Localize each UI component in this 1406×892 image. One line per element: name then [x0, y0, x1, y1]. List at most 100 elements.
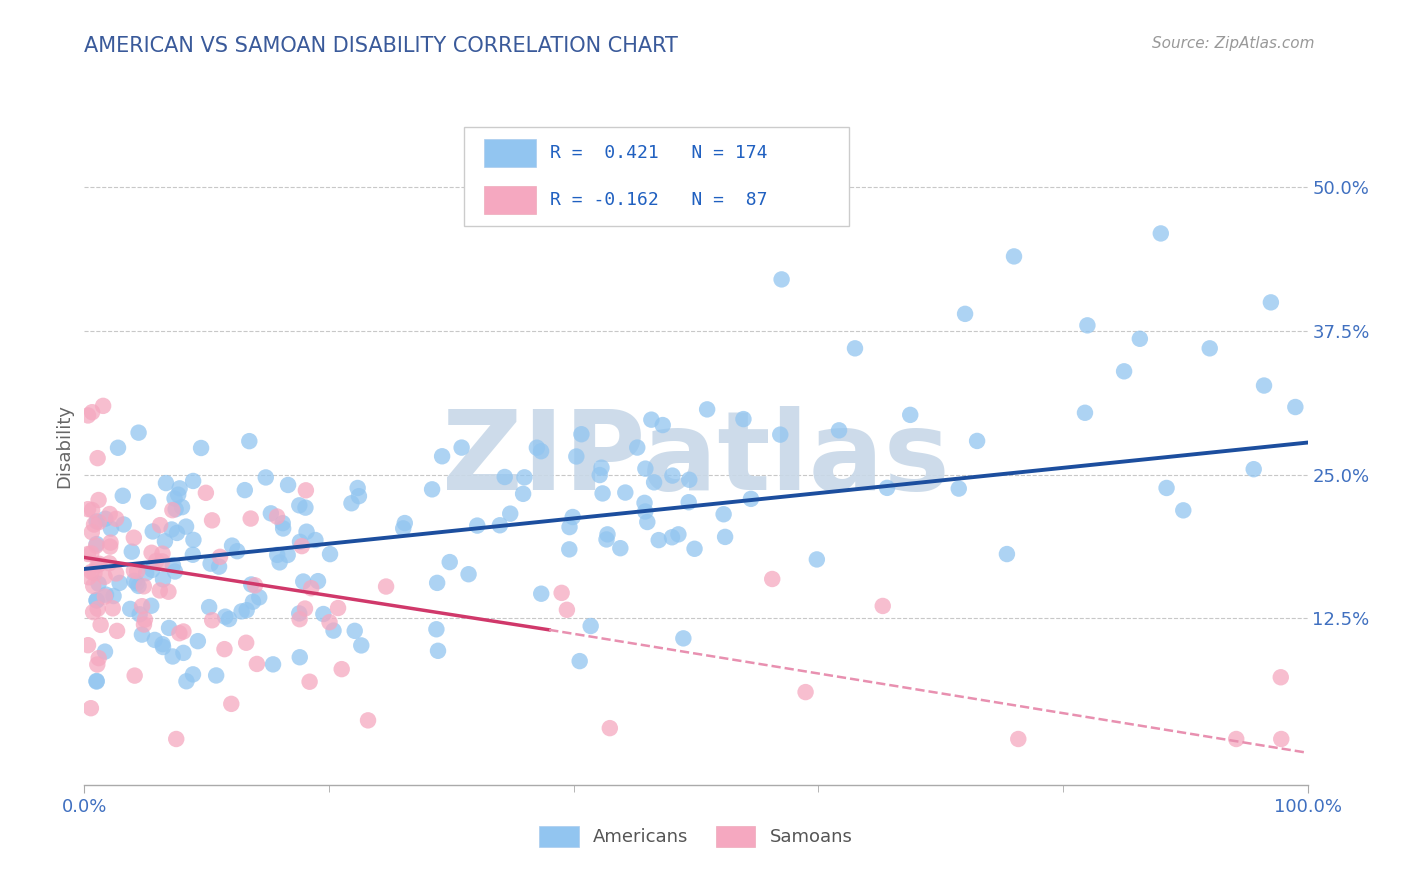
- Point: [558, 520, 581, 534]
- Point: [513, 470, 536, 484]
- Point: [122, 564, 145, 578]
- Point: [277, 548, 299, 562]
- Text: ZIPatlas: ZIPatlas: [441, 406, 950, 513]
- Point: [262, 657, 284, 672]
- Point: [1150, 227, 1173, 241]
- Point: [254, 470, 277, 484]
- Point: [1270, 731, 1292, 746]
- Point: [350, 639, 373, 653]
- Point: [162, 558, 184, 573]
- Point: [240, 577, 263, 591]
- Point: [420, 483, 443, 497]
- Point: [77, 502, 100, 516]
- Point: [98, 507, 121, 521]
- Point: [571, 427, 593, 442]
- Point: [357, 714, 380, 728]
- Point: [530, 587, 553, 601]
- Text: R =  0.421   N = 174: R = 0.421 N = 174: [550, 145, 768, 162]
- Point: [614, 485, 637, 500]
- Point: [238, 434, 260, 449]
- Point: [343, 624, 366, 638]
- Point: [86, 601, 108, 615]
- Point: [86, 558, 108, 573]
- Point: [128, 607, 150, 622]
- Point: [174, 519, 197, 533]
- Point: [194, 485, 217, 500]
- Point: [121, 544, 143, 558]
- Point: [169, 626, 191, 640]
- Point: [162, 503, 184, 517]
- Point: [163, 565, 186, 579]
- Point: [87, 576, 110, 591]
- Point: [131, 627, 153, 641]
- Point: [105, 624, 128, 638]
- Point: [713, 508, 735, 522]
- Point: [271, 516, 294, 531]
- Point: [1225, 731, 1247, 746]
- Point: [550, 586, 572, 600]
- Point: [235, 603, 257, 617]
- Point: [205, 668, 228, 682]
- Point: [1284, 400, 1306, 414]
- Point: [198, 600, 221, 615]
- Point: [269, 555, 291, 569]
- Point: [172, 646, 194, 660]
- Point: [872, 599, 894, 613]
- Point: [107, 441, 129, 455]
- Point: [125, 576, 148, 591]
- Point: [86, 593, 108, 607]
- Point: [183, 533, 205, 547]
- Point: [94, 590, 117, 604]
- Point: [678, 495, 700, 509]
- Point: [769, 427, 792, 442]
- Point: [634, 504, 657, 518]
- Point: [152, 573, 174, 587]
- Point: [162, 649, 184, 664]
- Point: [142, 524, 165, 539]
- Point: [132, 579, 155, 593]
- Point: [579, 619, 602, 633]
- Point: [733, 412, 755, 426]
- Point: [828, 423, 851, 437]
- Point: [181, 667, 204, 681]
- Point: [152, 640, 174, 654]
- Point: [898, 408, 921, 422]
- Point: [640, 412, 662, 426]
- Point: [1198, 342, 1220, 356]
- Point: [128, 425, 150, 440]
- Point: [1156, 481, 1178, 495]
- Point: [494, 470, 516, 484]
- Point: [592, 486, 614, 500]
- Point: [87, 651, 110, 665]
- Point: [172, 624, 194, 639]
- Text: AMERICAN VS SAMOAN DISABILITY CORRELATION CHART: AMERICAN VS SAMOAN DISABILITY CORRELATIO…: [84, 36, 678, 55]
- Point: [94, 512, 117, 526]
- Point: [111, 489, 134, 503]
- Point: [141, 546, 163, 560]
- Point: [439, 555, 461, 569]
- Point: [661, 468, 683, 483]
- Point: [132, 617, 155, 632]
- Point: [134, 613, 156, 627]
- Point: [636, 515, 658, 529]
- Point: [87, 515, 110, 529]
- Point: [678, 473, 700, 487]
- Point: [167, 488, 190, 502]
- Point: [312, 607, 335, 621]
- Point: [149, 518, 172, 533]
- Point: [288, 607, 311, 621]
- Point: [86, 515, 108, 529]
- Point: [589, 468, 612, 483]
- Point: [231, 604, 253, 618]
- Point: [1260, 295, 1282, 310]
- Point: [169, 481, 191, 495]
- Point: [295, 524, 318, 539]
- Point: [292, 574, 315, 589]
- Point: [1114, 364, 1136, 378]
- Point: [166, 525, 188, 540]
- Point: [163, 491, 186, 506]
- Point: [214, 609, 236, 624]
- Point: [876, 481, 898, 495]
- Point: [844, 342, 866, 356]
- Point: [152, 637, 174, 651]
